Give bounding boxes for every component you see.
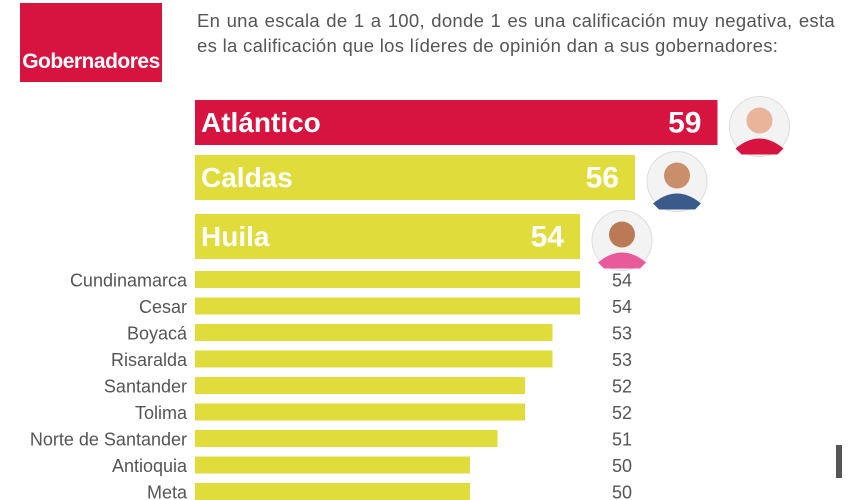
description: En una escala de 1 a 100, donde 1 es una… [197,10,835,56]
portrait-body [653,193,701,210]
category-label: Norte de Santander [30,429,187,449]
value-label: 53 [612,323,632,343]
category-label: Boyacá [127,323,188,343]
portrait-face [746,107,773,134]
bar [195,297,580,315]
category-label: Risaralda [111,350,188,370]
bar [195,456,470,474]
value-label: 56 [586,161,619,194]
value-label: 50 [612,456,632,476]
bar-label: Atlántico [201,107,321,138]
bar [195,430,498,447]
value-label: 54 [612,270,632,290]
logo-title: Gobernadores [22,50,160,73]
bar [195,350,553,368]
bar [195,214,580,259]
category-label: Cundinamarca [70,270,188,290]
portrait-face [664,162,690,189]
value-label: 53 [612,350,632,370]
bar-label: Caldas [201,162,293,193]
portrait-body [598,252,646,269]
category-label: Antioquia [112,456,188,476]
bar [195,377,525,394]
category-label: Meta [147,482,188,500]
bar-label: Huila [201,221,270,252]
value-label: 50 [612,482,632,500]
bar [195,155,635,200]
value-label: 52 [612,376,632,396]
category-label: Cesar [139,297,187,317]
portrait-face [609,221,635,248]
value-label: 54 [612,297,632,317]
scrollbar [836,445,842,478]
bar [195,100,718,145]
value-label: 51 [612,429,632,449]
logo-box: Gobernadores [20,3,162,82]
portrait-body [735,138,784,155]
value-label: 59 [668,106,701,139]
bar [195,324,553,341]
bar [195,483,470,500]
category-label: Tolima [135,403,188,423]
category-label: Santander [104,376,187,396]
value-label: 52 [612,403,632,423]
bar [195,403,525,421]
value-label: 54 [531,220,565,253]
bar [195,271,580,288]
